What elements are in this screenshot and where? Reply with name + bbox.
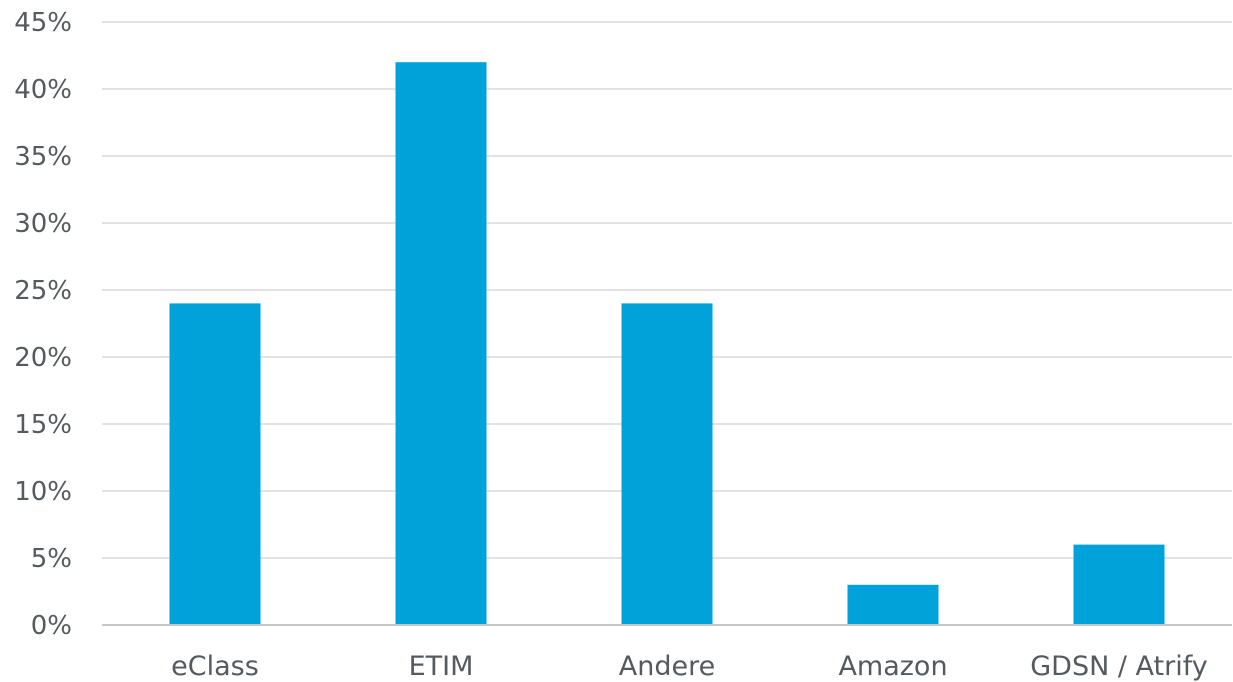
bar-gdsn-atrify bbox=[1073, 544, 1165, 625]
x-category-label: Amazon bbox=[838, 651, 947, 682]
y-tick-label: 0% bbox=[31, 611, 72, 641]
y-tick-label: 20% bbox=[14, 343, 72, 373]
x-category-label: eClass bbox=[171, 651, 259, 682]
y-tick-label: 5% bbox=[31, 544, 72, 574]
gridlines bbox=[102, 21, 1232, 559]
x-category-label: Andere bbox=[619, 651, 715, 682]
x-category-label: ETIM bbox=[409, 651, 474, 682]
bar-eclass bbox=[169, 303, 261, 625]
y-tick-label: 30% bbox=[14, 209, 72, 239]
y-tick-label: 15% bbox=[14, 410, 72, 440]
bar-amazon bbox=[847, 584, 939, 625]
y-tick-label: 25% bbox=[14, 276, 72, 306]
bar-etim bbox=[395, 62, 487, 625]
x-axis-category-labels: eClass ETIM Andere Amazon GDSN / Atrify bbox=[171, 651, 1208, 682]
y-tick-label: 40% bbox=[14, 75, 72, 105]
bar-andere bbox=[621, 303, 713, 625]
x-category-label: GDSN / Atrify bbox=[1030, 651, 1208, 682]
y-tick-label: 35% bbox=[14, 142, 72, 172]
bars bbox=[169, 62, 1165, 625]
y-tick-label: 45% bbox=[14, 8, 72, 38]
y-tick-label: 10% bbox=[14, 477, 72, 507]
y-axis-tick-labels: 0% 5% 10% 15% 20% 25% 30% 35% 40% 45% bbox=[14, 8, 72, 641]
